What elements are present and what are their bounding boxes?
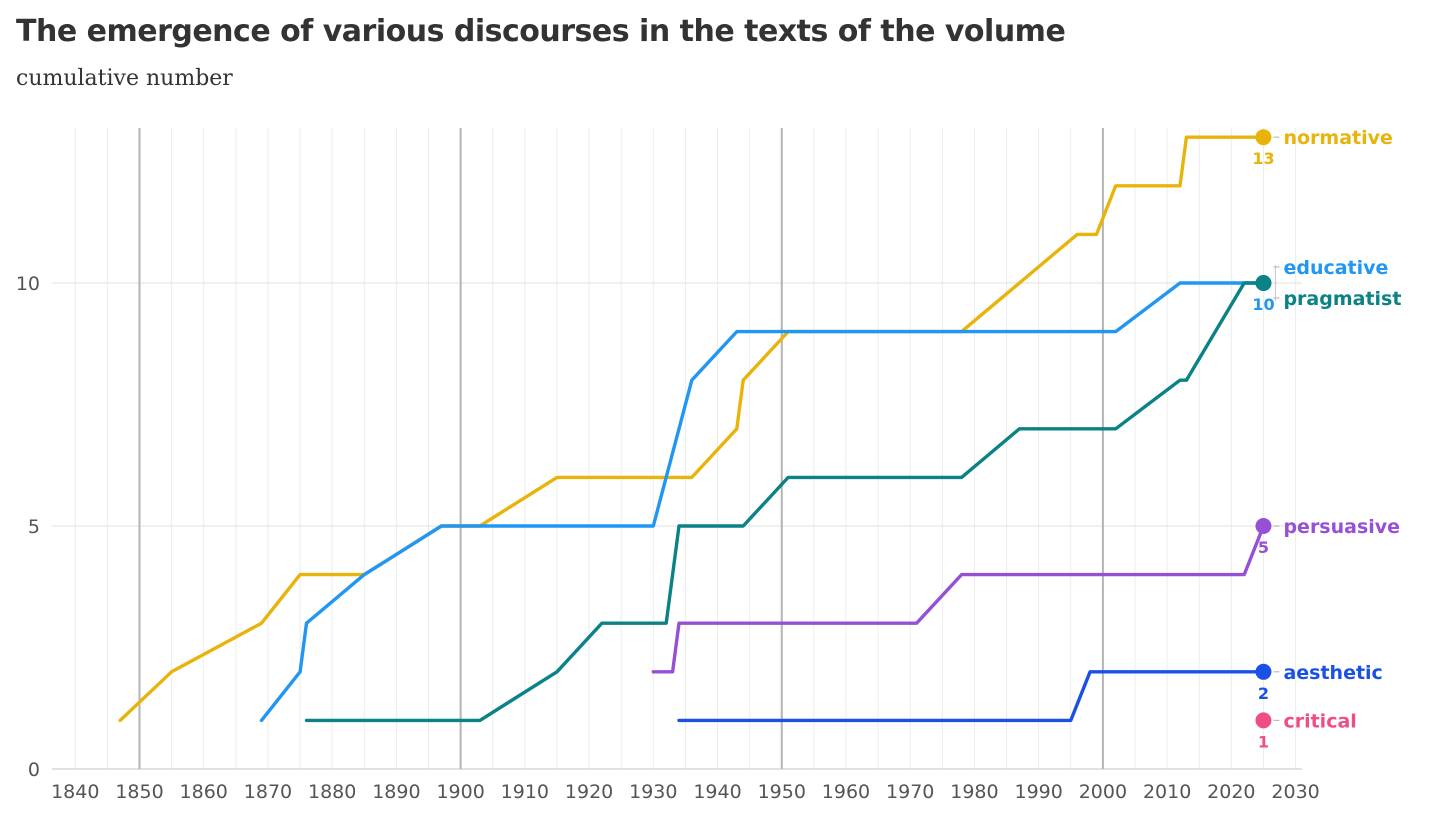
end-value-educative: 10: [1252, 295, 1274, 314]
x-tick-label: 1980: [950, 781, 998, 803]
x-tick-label: 1840: [51, 781, 99, 803]
axis-ticks: 1840 1850 1860 1870 1880 1890 1900 1910 1920 1930…: [16, 273, 1320, 803]
series-line-educative: [259, 281, 1266, 723]
x-tick-label: 2000: [1079, 781, 1127, 803]
x-tick-label: 1990: [1014, 781, 1062, 803]
x-tick-label: 1850: [115, 781, 163, 803]
end-marker-aesthetic: [1255, 663, 1272, 680]
x-tick-label: 1890: [372, 781, 420, 803]
x-tick-label: 1940: [693, 781, 741, 803]
x-tick-label: 1950: [758, 781, 806, 803]
x-tick-label: 2020: [1207, 781, 1255, 803]
x-tick-label: 1900: [436, 781, 484, 803]
series-label-pragmatist: pragmatist: [1283, 288, 1401, 310]
x-tick-label: 1920: [565, 781, 613, 803]
series-end-markers: 13 normative 10 educative pragmatist 5 persuas…: [1252, 127, 1401, 751]
series-label-aesthetic: aesthetic: [1283, 662, 1382, 684]
x-tick-label: 1880: [308, 781, 356, 803]
series-label-persuasive: persuasive: [1283, 516, 1400, 538]
series-label-educative: educative: [1283, 257, 1388, 279]
end-marker-persuasive: [1255, 518, 1272, 534]
x-tick-label: 1970: [886, 781, 934, 803]
series-label-critical: critical: [1283, 710, 1356, 732]
end-marker-normative: [1255, 129, 1272, 146]
series-line-normative: [118, 135, 1266, 723]
x-tick-label: 1860: [180, 781, 228, 803]
series-line-aesthetic: [677, 670, 1266, 723]
y-tick-label: 0: [28, 759, 40, 781]
chart-title: The emergence of various discourses in t…: [16, 14, 1066, 49]
y-tick-label: 10: [16, 273, 40, 295]
series-line-persuasive: [651, 524, 1266, 674]
series-lines: [118, 135, 1266, 723]
x-tick-label: 2030: [1271, 781, 1319, 803]
x-tick-label: 1910: [501, 781, 549, 803]
end-value-persuasive: 5: [1258, 538, 1269, 557]
end-marker-pragmatist: [1255, 275, 1272, 291]
series-line-pragmatist: [304, 281, 1266, 723]
x-tick-label: 2010: [1143, 781, 1191, 803]
end-marker-critical: [1255, 712, 1272, 729]
chart-subtitle: cumulative number: [16, 66, 233, 91]
x-tick-label: 1960: [822, 781, 870, 803]
series-label-normative: normative: [1283, 127, 1392, 149]
end-value-critical: 1: [1258, 732, 1269, 751]
x-tick-label: 1930: [629, 781, 677, 803]
end-value-normative: 13: [1252, 149, 1274, 168]
x-tick-label: 1870: [244, 781, 292, 803]
end-value-aesthetic: 2: [1258, 684, 1269, 703]
y-tick-label: 5: [28, 516, 40, 538]
